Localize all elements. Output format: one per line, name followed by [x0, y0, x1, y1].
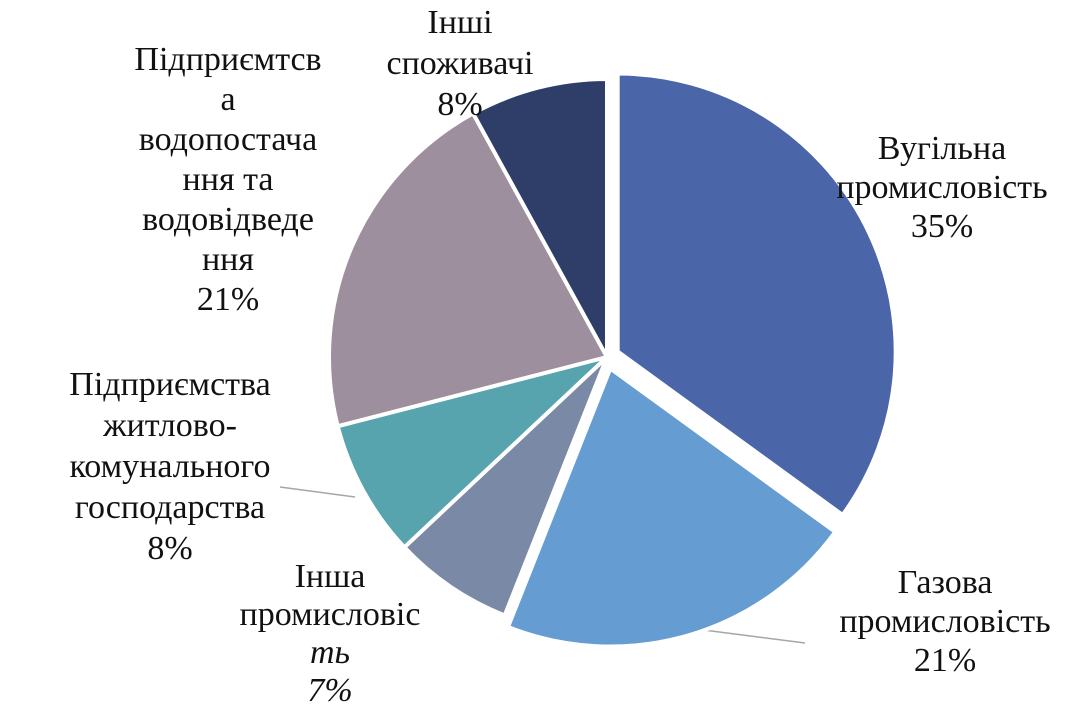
slice-label-other-industry-percent: 7% [307, 672, 353, 709]
slice-label-other-industry-line-1: Інша [294, 558, 366, 595]
slice-label-coal: Вугільна промисловість 35% [822, 129, 1062, 246]
slice-label-gas-percent: 21% [913, 642, 977, 679]
slice-label-water-supply-line-5: водовідведе [142, 201, 314, 238]
slice-label-gas-line-2: промисловість [839, 603, 1051, 640]
slice-label-coal-line-1: Вугільна [877, 130, 1007, 167]
slice-label-housing-utilities-line-2: житлово- [103, 407, 237, 444]
slice-label-other-consumers: Інші споживачі 8% [360, 2, 560, 125]
slice-label-water-supply-line-6: ння [201, 241, 255, 278]
slice-label-gas-line-1: Газова [897, 564, 993, 601]
slice-label-housing-utilities: Підприємства житлово- комунального госпо… [50, 364, 290, 569]
slice-label-water-supply-percent: 21% [196, 281, 260, 318]
slice-label-other-consumers-line-2: споживачі [386, 45, 534, 82]
slice-label-other-industry: Інша промисловіс ть 7% [220, 558, 440, 710]
slice-label-water-supply-line-1: Підприємтсв [134, 41, 322, 78]
slice-label-housing-utilities-line-1: Підприємства [69, 366, 271, 403]
slice-label-other-industry-line-2: промисловіс [239, 596, 421, 633]
slice-label-housing-utilities-percent: 8% [147, 530, 193, 567]
slice-label-coal-line-2: промисловість [836, 169, 1048, 206]
slice-label-housing-utilities-line-3: комунального [69, 448, 271, 485]
leader-line-housing-utilities [279, 486, 356, 498]
slice-label-other-consumers-percent: 8% [437, 86, 483, 123]
slice-label-coal-percent: 35% [910, 208, 974, 245]
slice-label-gas: Газова промисловість 21% [820, 563, 1070, 680]
pie-slice-housing-utilities [335, 355, 609, 550]
pie-slice-other-industry [402, 355, 609, 618]
slice-label-water-supply: Підприємтсв а водопостача ння та водовід… [108, 40, 348, 320]
slice-label-water-supply-line-3: водопостача [138, 121, 318, 158]
pie-slice-gas [506, 366, 838, 649]
pie-slice-other-consumers [471, 77, 609, 359]
slice-label-water-supply-line-2: а [220, 81, 236, 118]
pie-slice-coal [615, 71, 898, 517]
slice-label-other-consumers-line-1: Інші [427, 4, 493, 41]
pie-slice-water-supply [327, 111, 609, 429]
slice-label-water-supply-line-4: ння та [182, 161, 274, 198]
slice-label-housing-utilities-line-4: господарства [74, 489, 266, 526]
slice-label-other-industry-line-3: ть [309, 634, 351, 671]
